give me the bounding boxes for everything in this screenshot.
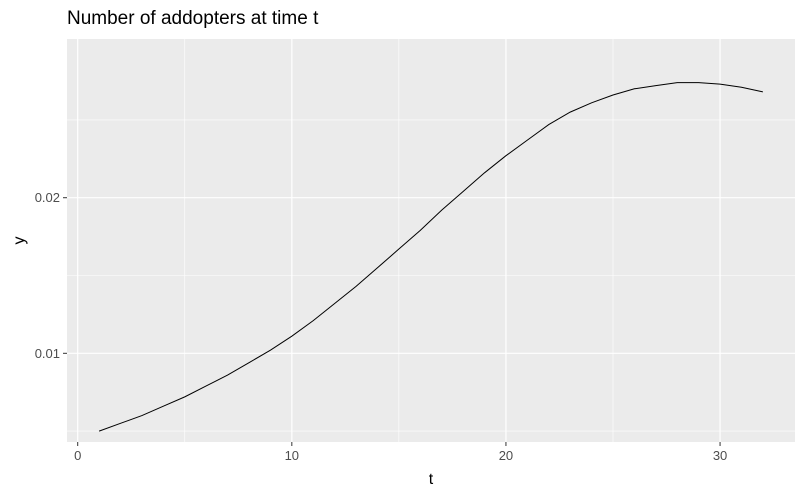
major-gridlines (67, 39, 795, 442)
minor-gridlines (67, 39, 795, 442)
x-axis-title: t (429, 471, 434, 488)
chart-title: Number of addopters at time t (67, 8, 319, 29)
x-axis: 0 10 20 30 (74, 442, 727, 463)
y-tick-label: 0.02 (35, 190, 60, 205)
y-axis-title: y (11, 237, 28, 245)
series-line (98, 82, 763, 432)
x-tick-label: 30 (713, 448, 727, 463)
y-axis: 0.01 0.02 (35, 190, 67, 361)
y-tick-label: 0.01 (35, 346, 60, 361)
x-tick-label: 20 (499, 448, 513, 463)
x-tick-label: 10 (285, 448, 299, 463)
series-line-group (98, 82, 763, 432)
panel-background (67, 39, 795, 442)
x-tick-label: 0 (74, 448, 81, 463)
